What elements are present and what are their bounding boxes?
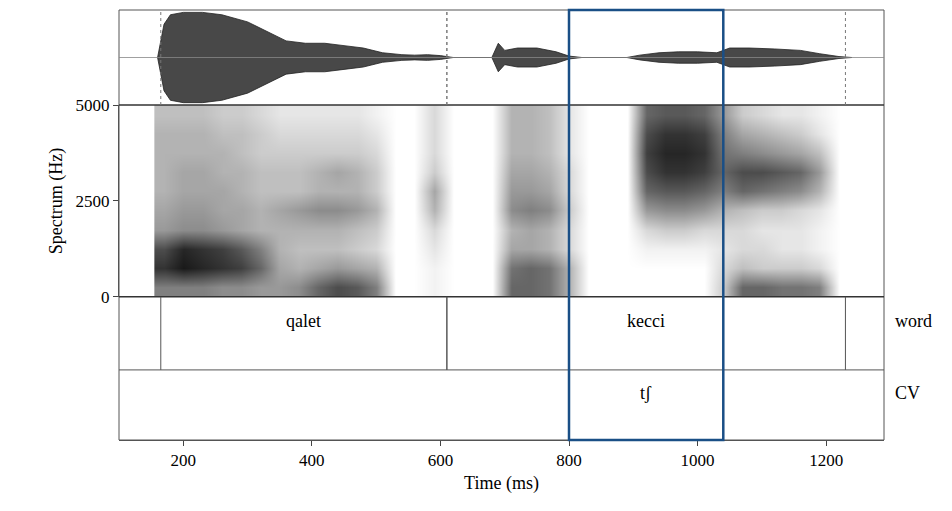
svg-text:qalet: qalet	[286, 311, 321, 331]
svg-text:800: 800	[556, 451, 582, 470]
svg-text:0: 0	[101, 288, 110, 307]
svg-text:tʃ: tʃ	[640, 383, 652, 403]
svg-text:Time (ms): Time (ms)	[464, 473, 539, 494]
svg-text:600: 600	[428, 451, 454, 470]
svg-text:200: 200	[171, 451, 197, 470]
svg-text:1200: 1200	[809, 451, 843, 470]
svg-text:1000: 1000	[681, 451, 715, 470]
svg-text:5000: 5000	[76, 96, 110, 115]
svg-text:kecci: kecci	[627, 311, 665, 331]
svg-text:CV: CV	[895, 383, 920, 403]
svg-text:word: word	[895, 311, 932, 331]
svg-text:400: 400	[299, 451, 325, 470]
svg-text:2500: 2500	[76, 192, 110, 211]
svg-text:Spectrum (Hz): Spectrum (Hz)	[46, 148, 67, 254]
